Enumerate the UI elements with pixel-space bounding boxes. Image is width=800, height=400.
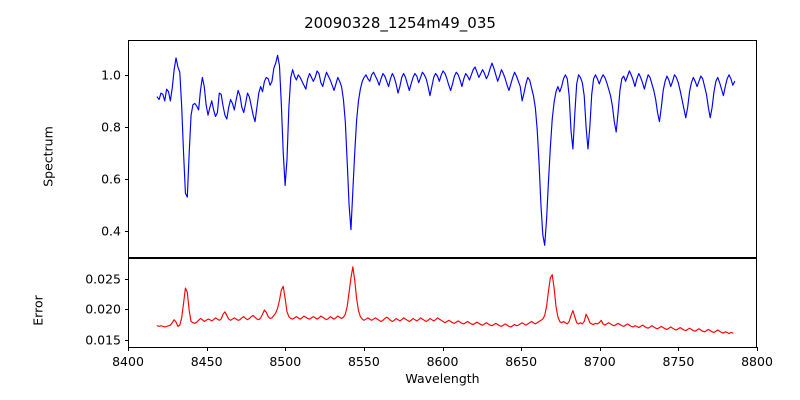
x-tick-mark: [206, 347, 208, 351]
x-tick-label: 8550: [347, 354, 380, 369]
x-tick-mark: [128, 347, 130, 351]
x-tick-mark: [521, 347, 523, 351]
error-y-tick-mark: [124, 339, 128, 341]
spectrum-line: [156, 54, 736, 246]
spectrum-y-tick-mark: [124, 178, 128, 181]
x-tick-mark: [757, 347, 759, 351]
x-tick-mark: [285, 347, 287, 351]
spectrum-y-tick-mark: [124, 230, 128, 233]
x-tick-mark: [363, 347, 365, 351]
x-tick-label: 8650: [505, 354, 538, 369]
spectrum-y-tick-label: 1.0: [101, 67, 121, 83]
error-axes: [128, 258, 757, 348]
error-y-tick-mark: [124, 279, 128, 281]
error-y-tick-mark: [124, 309, 128, 311]
error-y-tick-label: 0.020: [85, 301, 121, 317]
figure-title: 20090328_1254m49_035: [304, 14, 496, 32]
error-line: [156, 266, 734, 335]
error-plot-area: [156, 266, 734, 335]
spectrum-y-tick-label: 0.4: [101, 223, 121, 239]
spectrum-plot-area: [156, 54, 736, 246]
x-tick-mark: [599, 347, 601, 351]
x-tick-mark: [442, 347, 444, 351]
spectrum-y-tick-label: 0.6: [101, 171, 121, 187]
spectrum-y-tick-mark: [124, 74, 128, 76]
spectrum-axis-label: Spectrum: [40, 126, 56, 187]
error-y-tick-label: 0.025: [85, 271, 121, 287]
x-tick-label: 8400: [112, 354, 144, 369]
wavelength-axis-label: Wavelength: [405, 371, 480, 386]
x-tick-label: 8500: [269, 354, 302, 369]
spectrum-axes: [128, 40, 757, 258]
spectrum-y-tick-label: 0.8: [101, 119, 121, 135]
x-tick-label: 8800: [741, 354, 773, 369]
x-tick-label: 8600: [426, 354, 459, 369]
x-tick-label: 8750: [662, 354, 695, 369]
error-y-tick-label: 0.015: [85, 332, 121, 348]
spectrum-y-tick-mark: [124, 126, 128, 128]
x-tick-label: 8450: [190, 354, 223, 369]
x-tick-mark: [678, 347, 680, 351]
x-tick-label: 8700: [583, 354, 616, 369]
